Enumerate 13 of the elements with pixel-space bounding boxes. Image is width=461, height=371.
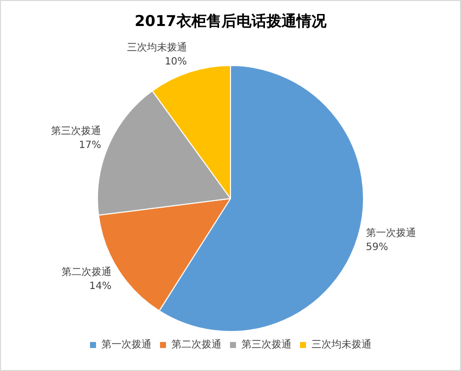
data-label: 59% xyxy=(366,242,388,254)
slice-label: 三次均未拨通 xyxy=(126,41,187,54)
legend-label: 第二次拨通 xyxy=(172,338,222,351)
slice-label: 第三次拨通 xyxy=(51,125,102,138)
data-label: 17% xyxy=(78,140,102,152)
legend-label: 三次均未拨通 xyxy=(312,338,372,351)
data-label: 14% xyxy=(89,281,112,292)
slice-label: 第二次拨通 xyxy=(61,266,112,278)
slice-label: 第一次拨通 xyxy=(366,227,416,240)
chart-title: 2017衣柜售后电话拨通情况 xyxy=(134,12,328,30)
legend-label: 第三次拨通 xyxy=(242,338,292,351)
legend-label: 第一次拨通 xyxy=(102,338,152,351)
data-label: 10% xyxy=(164,56,187,68)
